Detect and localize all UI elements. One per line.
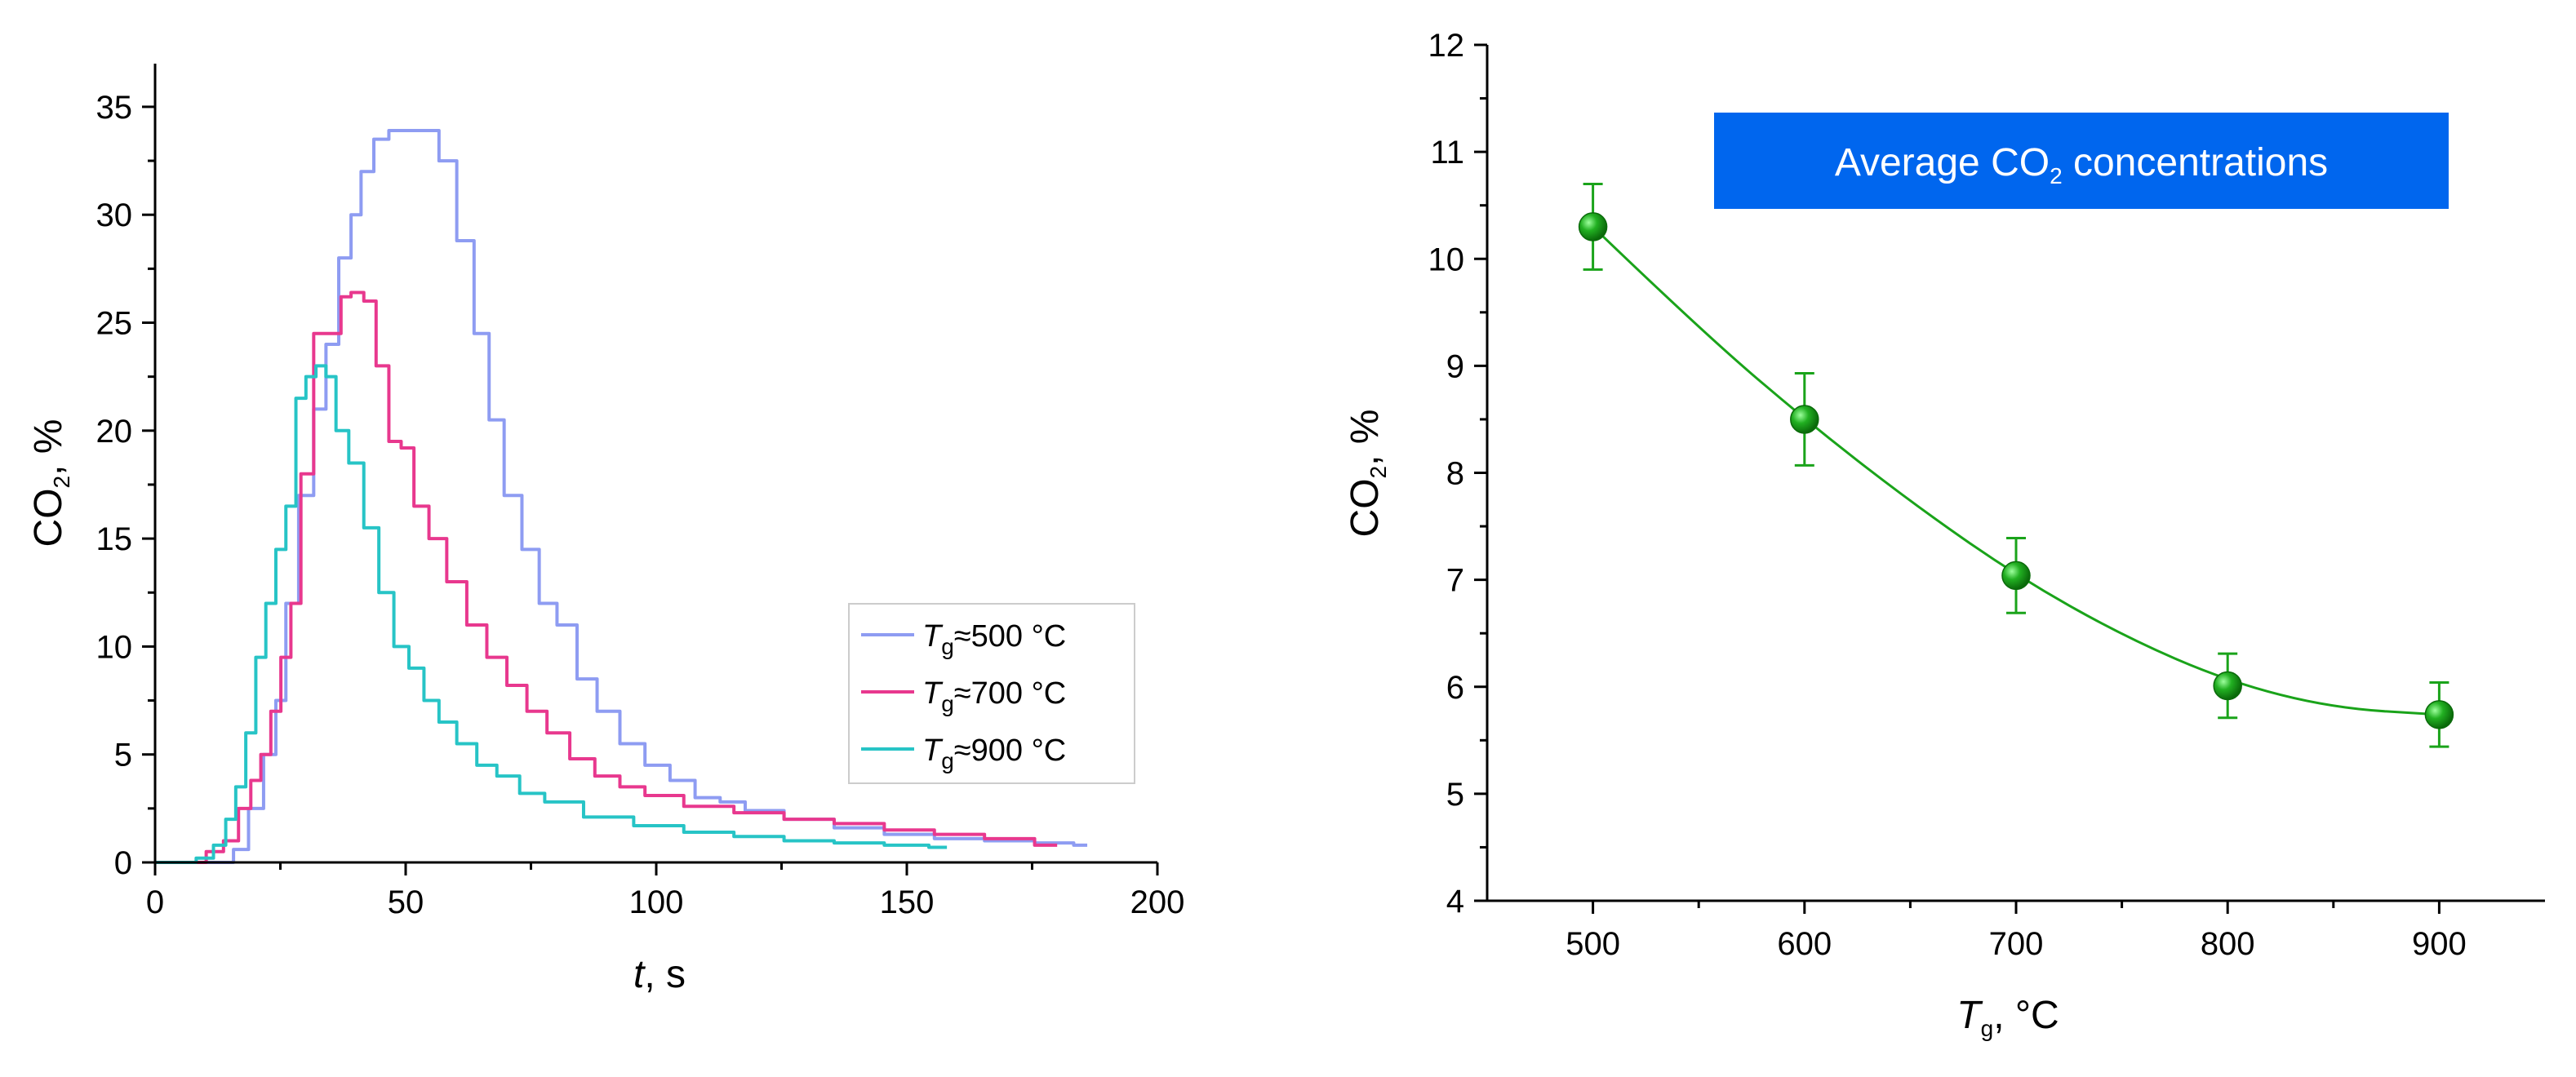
left-y-tick-label: 0 [114,845,132,881]
left-x-tick-label: 200 [1130,884,1185,920]
right-y-tick-label: 10 [1428,242,1465,277]
right-x-tick-label: 800 [2201,926,2255,962]
series-line-900 [155,364,948,864]
left-x-axis-label: t, s [633,953,686,996]
average-banner: Average CO2 concentrations [1714,113,2449,209]
right-y-tick-label: 11 [1430,135,1464,171]
right-y-tick-label: 7 [1446,563,1464,599]
left-x-tick-label: 0 [146,884,164,920]
right-x-tick-label: 700 [1989,926,2044,962]
fit-curve [1592,225,2440,716]
left-y-tick-label: 20 [96,414,133,450]
legend-label-500: Tg≈500 °C [922,619,1066,659]
legend-label-900: Tg≈900 °C [922,734,1066,773]
chart-left: 0 50 100 150 200 0 5 10 15 20 25 30 35 CO2, % t, s T… [27,64,1184,996]
chart-right: 500 600 700 800 900 4 5 6 7 8 9 10 11 12 Average CO2 … [1344,28,2545,1041]
right-y-axis-label: CO2, % [1344,410,1391,538]
banner-background [1714,113,2449,209]
data-point-500 [1578,212,1608,242]
right-y-tick-label: 5 [1446,777,1464,813]
left-legend: Tg≈500 °C Tg≈700 °C Tg≈900 °C [848,603,1135,784]
left-y-tick-label: 5 [114,738,132,773]
left-x-tick-label: 100 [629,884,684,920]
right-y-tick-label: 12 [1428,28,1465,64]
data-point-600 [1790,405,1819,434]
series-line-700 [155,290,1058,864]
left-y-tick-label: 10 [96,629,133,665]
data-point-800 [2213,671,2242,701]
right-y-tick-label: 6 [1446,670,1464,706]
banner-title: Average CO2 concentrations [1835,141,2328,188]
right-y-tick-label: 8 [1446,456,1464,492]
legend-label-700: Tg≈700 °C [922,676,1066,716]
data-point-900 [2424,700,2454,729]
right-x-tick-label: 900 [2412,926,2467,962]
right-y-tick-label: 4 [1446,884,1464,920]
left-y-tick-label: 15 [96,521,133,557]
right-x-axis-label: Tg, °C [1956,994,2059,1041]
left-x-tick-label: 150 [880,884,935,920]
left-y-axis-label: CO2, % [27,419,74,547]
right-x-tick-label: 500 [1566,926,1620,962]
right-x-tick-label: 600 [1777,926,1832,962]
left-x-tick-label: 50 [388,884,424,920]
left-y-tick-label: 30 [96,197,133,233]
left-y-tick-label: 35 [96,90,133,126]
left-y-tick-label: 25 [96,306,133,342]
right-y-tick-label: 9 [1446,348,1464,384]
data-point-700 [2001,561,2031,591]
